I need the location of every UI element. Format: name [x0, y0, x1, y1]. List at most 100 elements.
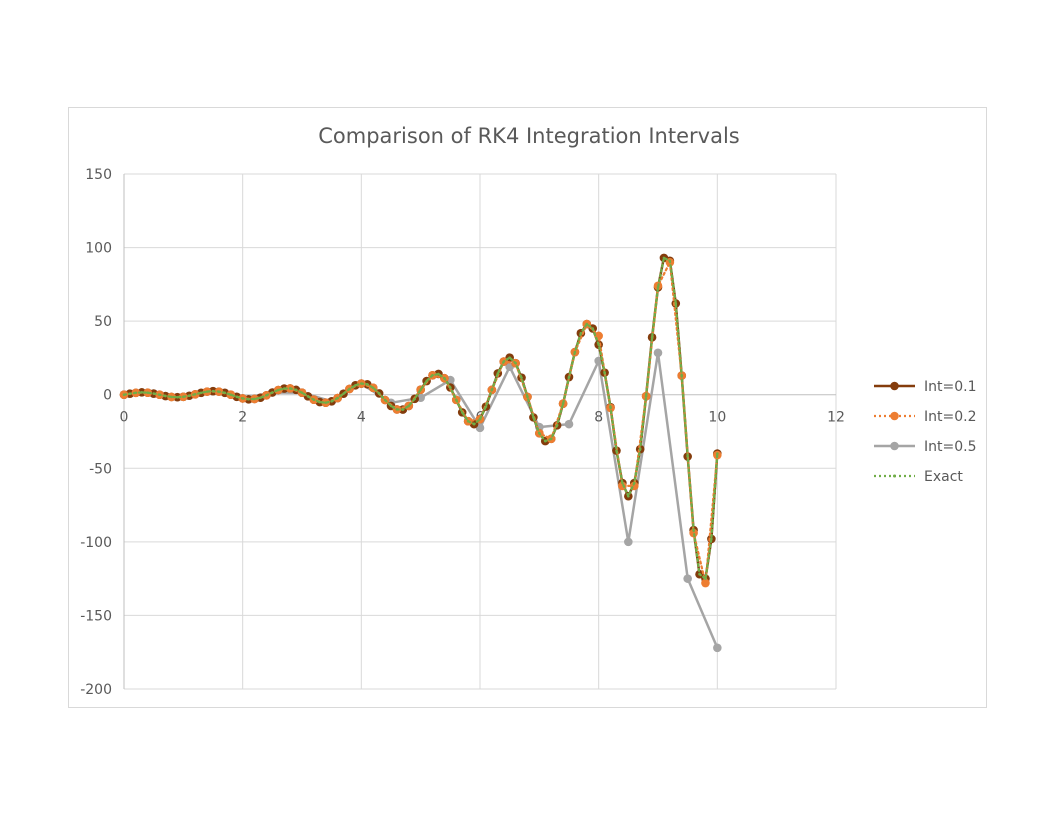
legend-marker: [893, 474, 896, 478]
data-point: [276, 388, 280, 392]
series-line: [122, 256, 719, 580]
x-tick-label: 0: [120, 410, 129, 426]
data-point: [618, 481, 627, 491]
y-tick-label: -100: [80, 535, 112, 551]
data-point: [158, 393, 161, 397]
data-point: [460, 411, 464, 414]
data-point: [318, 400, 322, 404]
data-point: [674, 302, 678, 305]
data-point: [573, 350, 577, 354]
data-point: [306, 395, 310, 398]
data-point: [348, 387, 351, 391]
legend-label: Int=0.5: [924, 439, 977, 455]
data-point: [377, 392, 381, 395]
data-point: [549, 437, 553, 441]
data-point: [609, 405, 612, 409]
data-point: [211, 389, 215, 393]
data-point: [644, 394, 648, 398]
data-point: [478, 417, 482, 421]
legend-label: Exact: [924, 469, 963, 485]
data-point: [407, 404, 411, 408]
data-point: [152, 392, 155, 395]
data-point: [140, 391, 144, 394]
data-point: [490, 388, 494, 392]
data-point: [288, 387, 292, 390]
data-point: [579, 331, 583, 335]
y-tick-label: -50: [89, 461, 112, 477]
data-point: [122, 393, 126, 397]
data-point: [484, 405, 488, 408]
data-point: [656, 286, 660, 289]
y-tick-label: -150: [80, 608, 112, 624]
legend-item: Int=0.1: [874, 379, 977, 395]
x-tick-label: 12: [827, 410, 845, 426]
data-point: [662, 256, 666, 260]
data-point: [389, 404, 393, 408]
data-point: [713, 643, 722, 653]
data-point: [176, 395, 179, 399]
data-point: [134, 391, 138, 395]
legend-item: Int=0.2: [874, 409, 977, 425]
data-point: [336, 396, 339, 400]
x-tick-label: 10: [708, 410, 726, 426]
legend: Int=0.1 Int=0.2 Int=0.5 Exact: [874, 379, 977, 485]
data-point: [526, 395, 529, 399]
data-point: [567, 375, 571, 379]
data-point: [294, 388, 298, 392]
y-tick-label: -200: [80, 682, 112, 698]
data-point: [538, 431, 541, 435]
series-exact: [122, 256, 719, 580]
data-point: [650, 336, 654, 339]
data-point: [223, 391, 227, 395]
y-tick-label: 0: [103, 388, 112, 404]
data-point: [259, 396, 262, 399]
data-point: [454, 398, 458, 402]
data-point: [342, 392, 345, 395]
legend-item: Int=0.5: [874, 439, 977, 455]
data-point: [502, 360, 506, 363]
data-point: [564, 419, 574, 429]
data-point: [686, 455, 689, 458]
data-point: [395, 408, 399, 411]
data-point: [603, 371, 606, 374]
data-point: [653, 348, 663, 358]
y-tick-label: 150: [85, 167, 112, 183]
data-point: [698, 572, 701, 576]
data-point: [632, 481, 636, 485]
legend-label: Int=0.1: [924, 379, 977, 395]
x-tick-label: 2: [238, 410, 247, 426]
data-point: [561, 402, 565, 405]
legend-marker: [890, 381, 899, 391]
data-point: [621, 481, 624, 485]
data-point: [247, 397, 250, 401]
data-point: [704, 577, 707, 580]
data-point: [668, 259, 672, 263]
data-point: [466, 419, 470, 423]
data-point: [199, 391, 203, 395]
data-point: [543, 439, 547, 443]
y-tick-label: 100: [85, 241, 112, 257]
legend-marker: [890, 441, 899, 451]
data-point: [496, 372, 500, 375]
data-point: [128, 392, 132, 395]
data-point: [520, 376, 523, 379]
data-point: [615, 449, 618, 452]
data-point: [555, 424, 559, 427]
y-tick-label: 50: [94, 314, 112, 330]
data-point: [624, 537, 633, 547]
data-point: [692, 528, 695, 532]
data-point: [689, 528, 698, 538]
data-point: [437, 372, 440, 376]
data-point: [638, 447, 642, 451]
data-point: [282, 387, 286, 390]
data-point: [312, 398, 316, 402]
data-point: [170, 395, 173, 399]
data-point: [449, 386, 452, 389]
data-point: [182, 395, 185, 399]
data-point: [597, 343, 600, 346]
grid-lines: [123, 173, 837, 690]
data-point: [701, 578, 710, 588]
data-point: [585, 322, 589, 326]
data-point: [591, 327, 595, 330]
